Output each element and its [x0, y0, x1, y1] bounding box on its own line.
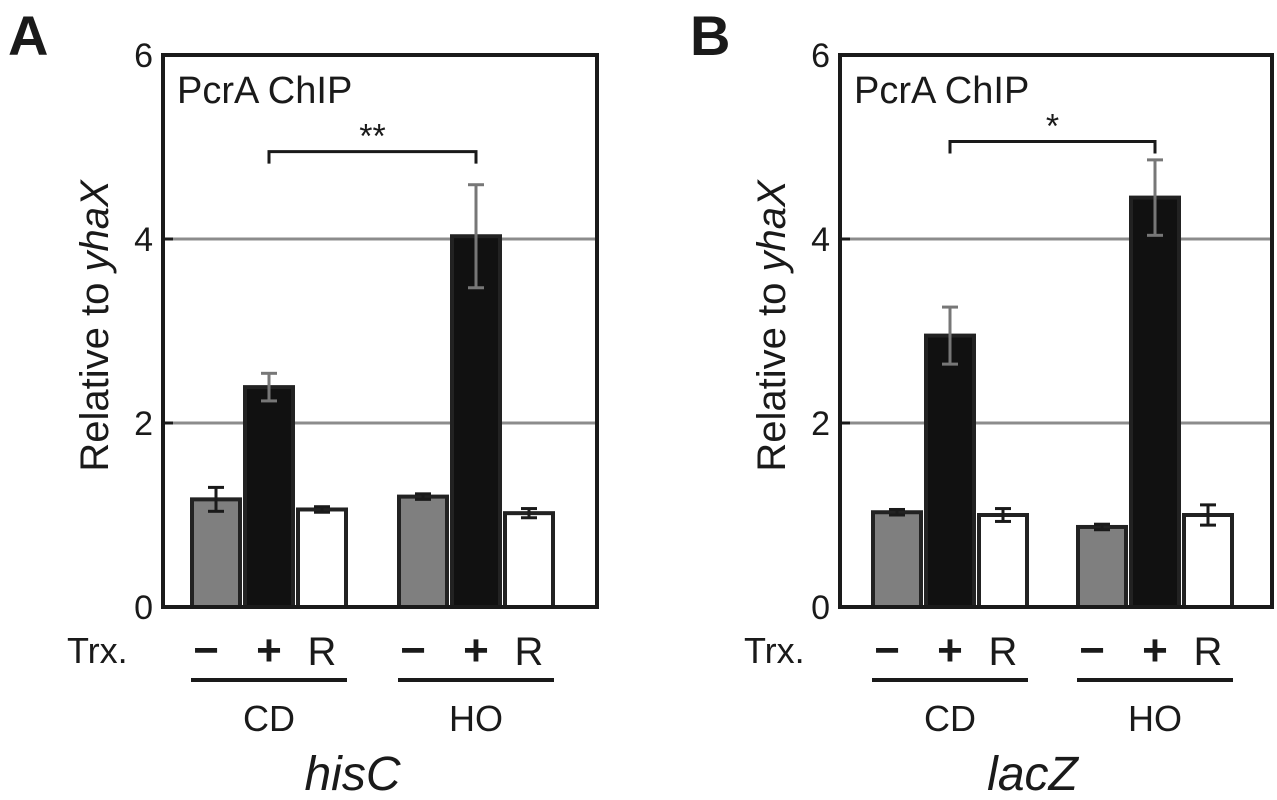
bar-cd-minus — [871, 510, 923, 609]
inset-title: PcrA ChIP — [854, 70, 1029, 112]
gene-label: lacZ — [987, 748, 1079, 800]
significance-bracket — [267, 150, 478, 164]
condition-symbol: R — [308, 630, 337, 674]
panel-letter: A — [8, 4, 48, 67]
y-axis-label: Relative to yhaX — [750, 179, 794, 472]
condition-symbol: R — [989, 630, 1018, 674]
bar-cd-plus — [924, 333, 976, 609]
bar-ho-plus — [450, 234, 502, 610]
inset-title: PcrA ChIP — [177, 70, 352, 112]
group-label: HO — [1128, 698, 1182, 739]
condition-symbol: − — [874, 626, 900, 675]
bar-ho-minus — [1076, 524, 1128, 610]
condition-symbol: R — [515, 630, 544, 674]
panel-letter: B — [690, 4, 730, 67]
y-tick-label: 0 — [134, 589, 153, 627]
condition-symbol: − — [400, 626, 426, 675]
condition-symbol: + — [256, 626, 282, 675]
plot-frame — [838, 53, 1274, 609]
plot-frame — [161, 53, 599, 609]
condition-symbol: + — [937, 626, 963, 675]
bar-cd-minus — [190, 497, 242, 609]
y-tick-label: 0 — [811, 589, 830, 627]
bar-cd-r — [296, 507, 348, 610]
y-tick-label: 4 — [134, 221, 153, 259]
group-label: CD — [924, 698, 976, 739]
condition-symbol: + — [463, 626, 489, 675]
bar-cd-plus — [243, 385, 295, 609]
bar-cd-r — [977, 513, 1029, 609]
group-label: HO — [449, 698, 503, 739]
bar-ho-plus — [1129, 195, 1181, 609]
y-axis-label-text: Relative to — [750, 272, 794, 472]
significance-bracket — [948, 139, 1157, 154]
condition-symbol: − — [193, 626, 219, 675]
y-axis-label: Relative to yhaX — [73, 179, 117, 472]
trx-row-label: Trx. — [744, 630, 805, 671]
y-axis-label-gene: yhaX — [73, 179, 117, 274]
y-axis-label-gene: yhaX — [750, 179, 794, 274]
bar-ho-minus — [397, 494, 449, 610]
condition-symbol: R — [1194, 630, 1223, 674]
bar-ho-r — [1182, 513, 1234, 609]
y-tick-label: 6 — [134, 37, 153, 75]
y-tick-label: 4 — [811, 221, 830, 259]
group-label: CD — [243, 698, 295, 739]
condition-symbol: + — [1142, 626, 1168, 675]
y-tick-label: 2 — [134, 405, 153, 443]
y-tick-label: 6 — [811, 37, 830, 75]
y-axis-label-text: Relative to — [73, 272, 117, 472]
condition-symbol: − — [1079, 626, 1105, 675]
significance-label: * — [1046, 107, 1059, 145]
gene-label: hisC — [304, 748, 400, 800]
significance-label: ** — [359, 118, 385, 156]
y-tick-label: 2 — [811, 405, 830, 443]
bar-ho-r — [503, 511, 555, 609]
trx-row-label: Trx. — [67, 630, 128, 671]
